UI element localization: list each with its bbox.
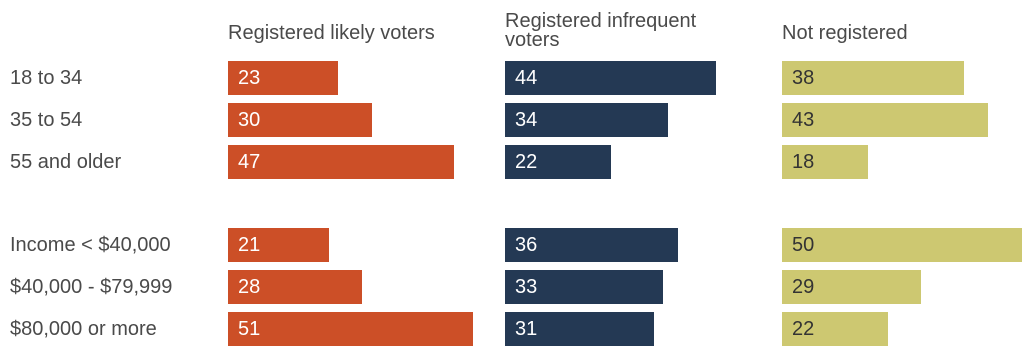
- bar-2-1: 43: [782, 103, 988, 137]
- bar-value-label-1-0: 44: [515, 67, 538, 89]
- bar-0-2: 47: [228, 145, 454, 179]
- column-header-1: Registered infrequent voters: [505, 10, 697, 51]
- bar-2-4: 29: [782, 270, 921, 304]
- row-label-2: 55 and older: [10, 151, 122, 173]
- bar-value-label-2-4: 29: [792, 276, 815, 298]
- row-label-3: Income < $40,000: [10, 234, 171, 256]
- bar-value-label-2-2: 18: [792, 151, 815, 173]
- bar-value-label-2-5: 22: [792, 318, 815, 340]
- column-header-0: Registered likely voters: [228, 22, 435, 44]
- bar-2-2: 18: [782, 145, 868, 179]
- bar-2-5: 22: [782, 312, 888, 346]
- row-label-0: 18 to 34: [10, 67, 83, 89]
- bar-value-label-0-3: 21: [238, 234, 261, 256]
- bar-0-0: 23: [228, 61, 338, 95]
- bar-0-4: 28: [228, 270, 362, 304]
- row-label-4: $40,000 - $79,999: [10, 276, 173, 298]
- bar-1-4: 33: [505, 270, 663, 304]
- bar-value-label-0-5: 51: [238, 318, 261, 340]
- bar-value-label-0-4: 28: [238, 276, 261, 298]
- bar-2-0: 38: [782, 61, 964, 95]
- bar-value-label-2-3: 50: [792, 234, 815, 256]
- bar-value-label-0-2: 47: [238, 151, 261, 173]
- bar-2-3: 50: [782, 228, 1022, 262]
- bar-value-label-0-0: 23: [238, 67, 261, 89]
- bar-1-1: 34: [505, 103, 668, 137]
- row-label-5: $80,000 or more: [10, 318, 157, 340]
- bar-0-1: 30: [228, 103, 372, 137]
- bar-value-label-2-0: 38: [792, 67, 815, 89]
- bar-value-label-1-3: 36: [515, 234, 538, 256]
- bar-value-label-1-4: 33: [515, 276, 538, 298]
- row-label-1: 35 to 54: [10, 109, 83, 131]
- bar-value-label-1-2: 22: [515, 151, 538, 173]
- bar-0-5: 51: [228, 312, 473, 346]
- bar-value-label-2-1: 43: [792, 109, 815, 131]
- bar-1-5: 31: [505, 312, 654, 346]
- column-header-2: Not registered: [782, 22, 908, 44]
- bar-value-label-1-1: 34: [515, 109, 538, 131]
- bar-1-0: 44: [505, 61, 716, 95]
- bar-1-2: 22: [505, 145, 611, 179]
- bar-value-label-0-1: 30: [238, 109, 261, 131]
- bar-0-3: 21: [228, 228, 329, 262]
- bar-value-label-1-5: 31: [515, 318, 538, 340]
- bar-1-3: 36: [505, 228, 678, 262]
